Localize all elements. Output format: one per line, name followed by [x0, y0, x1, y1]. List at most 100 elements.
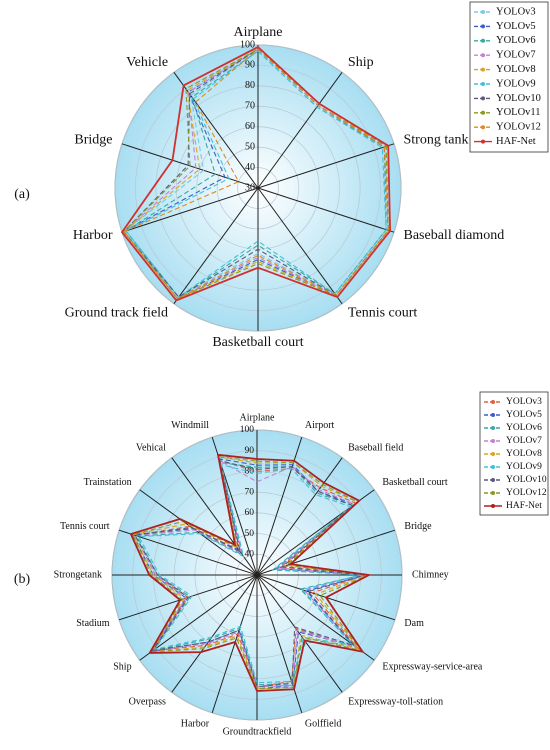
- r-tick-label: 60: [245, 508, 255, 518]
- category-label: Dam: [404, 618, 424, 629]
- panel-label: (b): [14, 572, 31, 587]
- series-line: [120, 45, 392, 302]
- legend-marker: [481, 38, 485, 43]
- legend-marker: [491, 439, 495, 443]
- r-tick-label: 50: [245, 529, 255, 539]
- spoke: [121, 187, 259, 233]
- r-tick-label: 40: [245, 162, 255, 173]
- legend-label: YOLOv11: [496, 107, 541, 118]
- category-label: Golffield: [305, 719, 341, 730]
- category-label: Harbor: [181, 719, 210, 730]
- legend-marker: [481, 24, 485, 29]
- legend-label: YOLOv8: [506, 449, 542, 459]
- category-label: Baseball diamond: [404, 228, 505, 243]
- category-label: Tennis court: [60, 521, 110, 532]
- category-label: Expressway-service-area: [382, 662, 483, 673]
- series-line: [123, 48, 389, 300]
- spoke: [139, 489, 258, 576]
- r-tick-label: 90: [245, 446, 255, 456]
- category-label: Bridge: [404, 521, 432, 532]
- legend-box: [479, 391, 549, 516]
- legend-marker: [491, 478, 495, 482]
- category-label: Basketball court: [382, 477, 447, 488]
- legend-label: YOLOv5: [496, 21, 536, 32]
- legend-label: YOLOv12: [496, 122, 541, 133]
- category-label: Tennis court: [348, 306, 418, 321]
- legend-label: HAF-Net: [496, 136, 536, 147]
- category-label: Trainstation: [84, 477, 132, 488]
- spoke: [118, 529, 258, 576]
- legend-label: YOLOv12: [506, 488, 547, 498]
- panel-label: (a): [14, 187, 30, 202]
- legend-marker: [491, 413, 495, 417]
- category-label: Ship: [113, 662, 131, 673]
- legend-marker: [491, 504, 495, 508]
- series-line: [135, 462, 363, 686]
- category-label: Baseball field: [348, 442, 403, 453]
- category-label: Strong tank: [404, 132, 469, 147]
- series-line: [123, 48, 389, 300]
- spoke: [257, 187, 343, 304]
- series-line: [129, 453, 372, 692]
- legend-marker: [491, 491, 495, 495]
- legend-label: YOLOv6: [496, 35, 536, 46]
- category-label: Airplane: [240, 412, 276, 423]
- r-tick-label: 70: [245, 487, 255, 497]
- category-label: Expressway-toll-station: [348, 696, 443, 707]
- r-tick-label: 100: [240, 39, 255, 50]
- legend-label: YOLOv7: [506, 436, 542, 446]
- spoke: [211, 574, 258, 714]
- legend-marker: [481, 96, 485, 101]
- r-tick-label: 100: [240, 425, 255, 435]
- category-label: Ship: [348, 55, 374, 70]
- legend-marker: [491, 465, 495, 469]
- series-line: [123, 48, 389, 300]
- category-label: Basketball court: [212, 335, 303, 350]
- category-label: Airport: [305, 420, 335, 431]
- r-tick-label: 50: [245, 141, 255, 152]
- spoke: [173, 187, 259, 304]
- series-line: [125, 50, 387, 298]
- legend-label: YOLOv9: [506, 462, 542, 472]
- category-label: Vehicle: [126, 55, 168, 70]
- series-line: [134, 459, 365, 688]
- category-label: Airplane: [234, 25, 283, 40]
- legend-box: [469, 1, 549, 153]
- series-line: [132, 456, 372, 690]
- r-tick-label: 60: [245, 121, 255, 132]
- legend-marker: [491, 426, 495, 430]
- legend-marker: [481, 139, 485, 144]
- category-label: Vehical: [136, 442, 166, 453]
- spoke: [257, 187, 395, 233]
- legend-label: YOLOv5: [506, 410, 542, 420]
- series-line: [123, 48, 389, 300]
- category-label: Windmill: [171, 420, 209, 431]
- legend-marker: [481, 10, 485, 14]
- r-tick-label: 40: [245, 549, 255, 559]
- legend-marker: [491, 400, 495, 404]
- category-label: Groundtrackfield: [223, 726, 292, 737]
- legend-label: YOLOv10: [506, 475, 547, 485]
- legend-label: YOLOv7: [496, 50, 536, 61]
- series-line: [123, 48, 389, 300]
- r-tick-label: 30: [245, 182, 255, 193]
- category-label: Stadium: [76, 618, 110, 629]
- spoke: [171, 574, 258, 693]
- category-label: Strongetank: [54, 569, 102, 580]
- legend-label: YOLOv10: [496, 93, 541, 104]
- spoke: [139, 574, 258, 661]
- category-label: Bridge: [74, 132, 112, 147]
- legend-label: HAF-Net: [506, 501, 542, 511]
- r-tick-label: 70: [245, 101, 255, 112]
- category-label: Overpass: [129, 696, 166, 707]
- category-label: Ground track field: [65, 306, 168, 321]
- legend-marker: [481, 110, 485, 115]
- legend-label: YOLOv3: [506, 397, 542, 407]
- legend-marker: [481, 67, 485, 72]
- legend-label: YOLOv8: [496, 64, 536, 75]
- series-line: [137, 463, 361, 684]
- spoke: [257, 143, 395, 189]
- spoke: [173, 72, 259, 189]
- legend-marker: [491, 452, 495, 456]
- legend-marker: [481, 82, 485, 86]
